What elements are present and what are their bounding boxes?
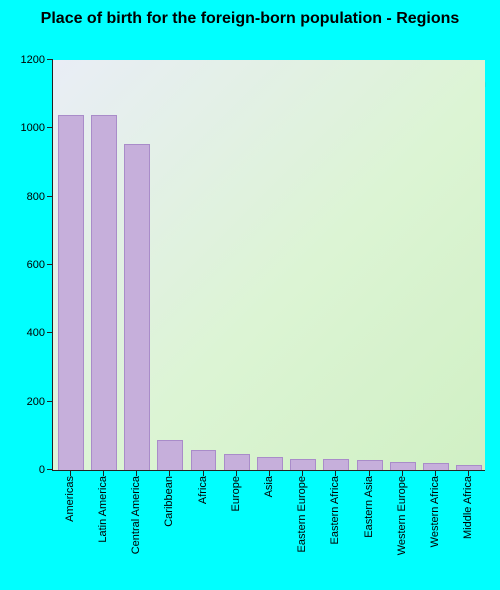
- x-tick-label: Latin America: [97, 470, 109, 543]
- x-tick-label: Western Africa: [429, 470, 441, 547]
- y-tick-label: 200: [27, 396, 53, 408]
- y-tick-mark: [47, 401, 53, 402]
- y-tick-mark: [47, 332, 53, 333]
- y-tick-mark: [47, 196, 53, 197]
- bar: [357, 460, 383, 470]
- bar: [390, 462, 416, 470]
- chart-frame: Place of birth for the foreign-born popu…: [0, 0, 500, 590]
- y-tick-label: 1000: [21, 122, 53, 134]
- y-tick-mark: [47, 127, 53, 128]
- bar: [58, 115, 84, 470]
- x-tick-label: Africa: [197, 470, 209, 504]
- bar: [423, 463, 449, 470]
- plot-area: 020040060080010001200AmericasLatin Ameri…: [52, 60, 485, 471]
- x-tick-label: Americas: [64, 470, 76, 522]
- y-tick-mark: [47, 59, 53, 60]
- y-tick-label: 600: [27, 259, 53, 271]
- x-tick-label: Eastern Asia: [363, 470, 375, 538]
- y-tick-label: 0: [39, 464, 53, 476]
- x-tick-label: Caribbean: [163, 470, 175, 527]
- x-tick-label: Middle Africa: [462, 470, 474, 539]
- y-tick-label: 800: [27, 191, 53, 203]
- x-tick-label: Europe: [230, 470, 242, 511]
- bar: [323, 459, 349, 470]
- bar: [257, 457, 283, 470]
- x-tick-label: Central America: [130, 470, 142, 554]
- bar: [224, 454, 250, 470]
- x-tick-label: Western Europe: [396, 470, 408, 555]
- chart-title: Place of birth for the foreign-born popu…: [0, 10, 500, 28]
- bar: [124, 144, 150, 470]
- y-tick-mark: [47, 469, 53, 470]
- bar: [91, 115, 117, 470]
- x-tick-label: Eastern Europe: [296, 470, 308, 552]
- y-tick-mark: [47, 264, 53, 265]
- y-tick-label: 1200: [21, 54, 53, 66]
- y-tick-label: 400: [27, 327, 53, 339]
- bar: [290, 459, 316, 470]
- bar: [191, 450, 217, 470]
- x-tick-label: Eastern Africa: [329, 470, 341, 544]
- x-tick-label: Asia: [263, 470, 275, 497]
- bar: [157, 440, 183, 470]
- bars-layer: [53, 60, 485, 470]
